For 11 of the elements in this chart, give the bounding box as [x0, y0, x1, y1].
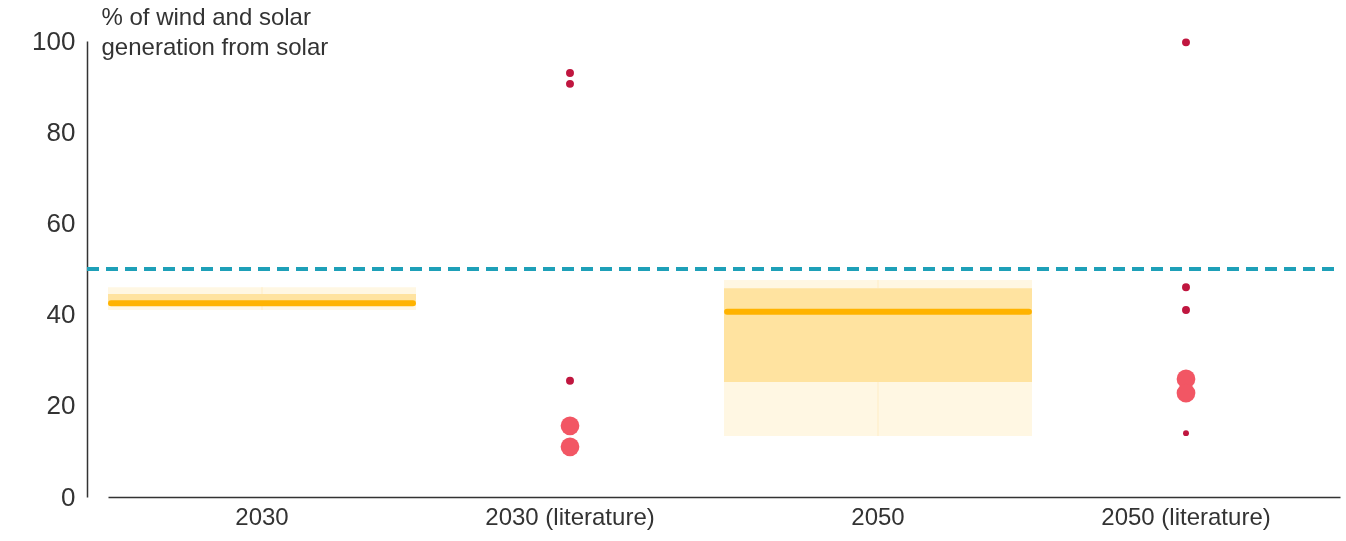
x-tick-label: 2050	[851, 502, 905, 530]
y-tick-label: 100	[32, 25, 76, 56]
x-tick-label: 2030	[235, 502, 289, 530]
y-axis-title: % of wind and solar generation from solar	[101, 2, 329, 60]
x-tick-label: 2030 (literature)	[485, 502, 655, 530]
y-tick-label: 20	[46, 390, 76, 421]
x-tick-label: 2050 (literature)	[1101, 502, 1271, 530]
y-tick-label: 80	[46, 116, 76, 147]
y-tick-label: 60	[46, 207, 76, 238]
y-tick-label: 0	[61, 481, 76, 512]
y-tick-label: 40	[46, 299, 76, 330]
